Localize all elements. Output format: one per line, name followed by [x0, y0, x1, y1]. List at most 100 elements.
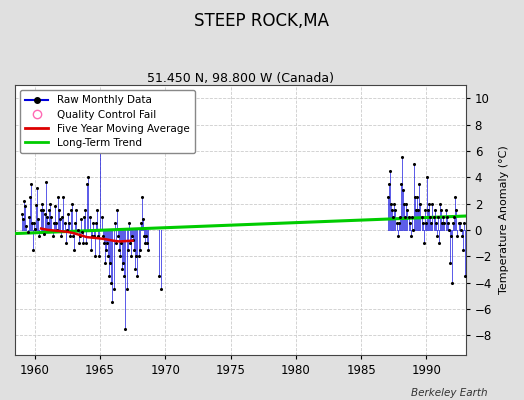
Point: [92, 220, 100, 226]
Point: [79, 240, 87, 246]
Point: [442, 214, 451, 220]
Point: [430, 207, 439, 213]
Point: [22, 223, 30, 229]
Point: [77, 216, 85, 222]
Point: [412, 207, 420, 213]
Point: [91, 253, 99, 260]
Point: [74, 240, 83, 246]
Point: [392, 220, 401, 226]
Point: [414, 207, 422, 213]
Point: [59, 194, 68, 200]
Point: [458, 246, 467, 253]
Point: [439, 214, 447, 220]
Point: [21, 203, 29, 209]
Point: [449, 220, 457, 226]
Point: [438, 220, 446, 226]
Point: [53, 227, 61, 233]
Point: [460, 220, 468, 226]
Point: [411, 194, 419, 200]
Point: [443, 220, 452, 226]
Point: [129, 237, 137, 244]
Point: [52, 220, 60, 226]
Point: [125, 220, 133, 226]
Point: [71, 220, 80, 226]
Point: [427, 220, 435, 226]
Point: [106, 260, 114, 266]
Point: [120, 273, 128, 279]
Point: [446, 260, 454, 266]
Point: [399, 187, 407, 194]
Point: [401, 214, 409, 220]
Point: [55, 207, 63, 213]
Point: [108, 299, 117, 306]
Point: [99, 233, 107, 240]
Point: [69, 233, 78, 240]
Point: [68, 200, 77, 207]
Point: [113, 207, 121, 213]
Point: [444, 227, 453, 233]
Point: [84, 174, 93, 180]
Point: [155, 273, 163, 279]
Point: [126, 240, 134, 246]
Point: [93, 207, 101, 213]
Point: [56, 216, 64, 222]
Point: [42, 179, 50, 186]
Point: [135, 246, 144, 253]
Point: [101, 260, 109, 266]
Point: [157, 286, 166, 292]
Point: [60, 220, 69, 226]
Point: [45, 207, 53, 213]
Point: [24, 229, 32, 236]
Point: [95, 253, 104, 260]
Point: [86, 246, 95, 253]
Point: [105, 273, 113, 279]
Point: [419, 220, 427, 226]
Point: [141, 240, 149, 246]
Point: [423, 174, 431, 180]
Point: [38, 200, 46, 207]
Point: [405, 214, 413, 220]
Point: [400, 200, 408, 207]
Point: [118, 266, 126, 272]
Point: [424, 207, 432, 213]
Point: [39, 207, 47, 213]
Point: [409, 227, 417, 233]
Y-axis label: Temperature Anomaly (°C): Temperature Anomaly (°C): [499, 146, 509, 294]
Point: [394, 233, 402, 240]
Point: [97, 214, 106, 220]
Point: [62, 227, 71, 233]
Point: [81, 207, 90, 213]
Point: [26, 194, 34, 200]
Point: [422, 220, 430, 226]
Point: [131, 266, 139, 272]
Point: [78, 229, 86, 236]
Point: [50, 203, 59, 209]
Point: [115, 246, 123, 253]
Point: [436, 200, 444, 207]
Point: [73, 227, 82, 233]
Point: [406, 220, 414, 226]
Point: [19, 216, 27, 222]
Point: [128, 233, 136, 240]
Point: [407, 233, 415, 240]
Point: [67, 207, 75, 213]
Point: [455, 220, 464, 226]
Point: [403, 207, 412, 213]
Point: [451, 194, 460, 200]
Point: [420, 240, 428, 246]
Point: [387, 200, 395, 207]
Point: [457, 233, 466, 240]
Point: [34, 216, 42, 222]
Point: [29, 246, 37, 253]
Point: [452, 207, 461, 213]
Point: [428, 200, 436, 207]
Point: [140, 233, 148, 240]
Point: [46, 200, 54, 207]
Point: [18, 211, 26, 217]
Text: STEEP ROCK,MA: STEEP ROCK,MA: [194, 12, 330, 30]
Point: [112, 240, 120, 246]
Legend: Raw Monthly Data, Quality Control Fail, Five Year Moving Average, Long-Term Tren: Raw Monthly Data, Quality Control Fail, …: [20, 90, 194, 153]
Point: [64, 220, 73, 226]
Point: [70, 246, 79, 253]
Point: [402, 200, 410, 207]
